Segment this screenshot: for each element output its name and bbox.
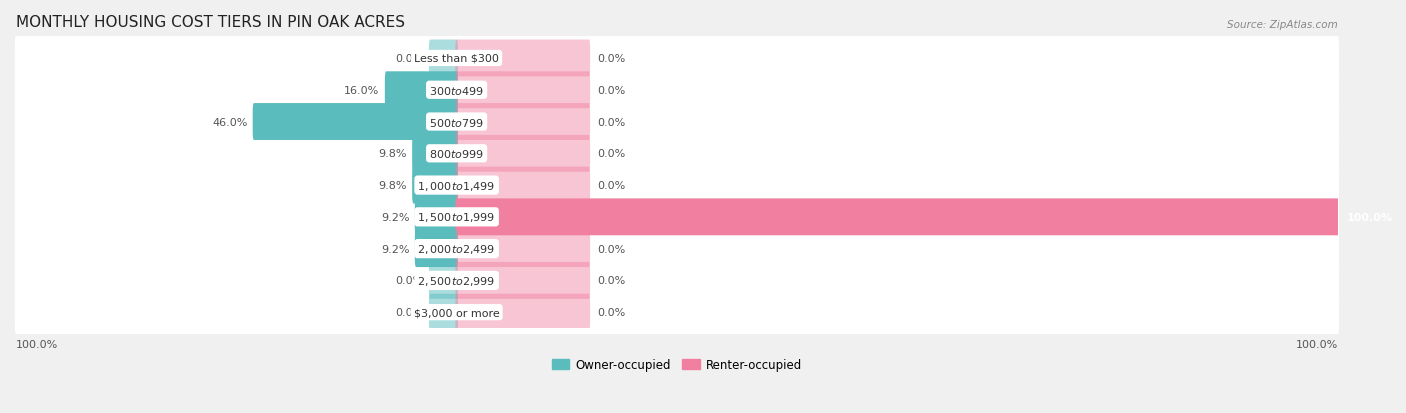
Text: 16.0%: 16.0%	[344, 85, 380, 95]
FancyBboxPatch shape	[456, 40, 591, 77]
Text: $1,500 to $1,999: $1,500 to $1,999	[418, 211, 496, 224]
FancyBboxPatch shape	[456, 294, 591, 331]
Text: 0.0%: 0.0%	[598, 180, 626, 191]
FancyBboxPatch shape	[456, 72, 591, 109]
FancyBboxPatch shape	[15, 227, 1339, 271]
FancyBboxPatch shape	[15, 69, 1339, 112]
FancyBboxPatch shape	[15, 195, 1339, 239]
FancyBboxPatch shape	[15, 132, 1339, 176]
Text: 0.0%: 0.0%	[395, 54, 423, 64]
FancyBboxPatch shape	[456, 199, 1339, 236]
Text: 100.0%: 100.0%	[1347, 212, 1392, 222]
FancyBboxPatch shape	[15, 259, 1339, 303]
FancyBboxPatch shape	[412, 135, 458, 172]
FancyBboxPatch shape	[253, 104, 458, 141]
FancyBboxPatch shape	[415, 230, 458, 268]
Text: 0.0%: 0.0%	[598, 117, 626, 127]
Text: 9.8%: 9.8%	[378, 149, 406, 159]
Text: $300 to $499: $300 to $499	[429, 85, 484, 97]
FancyBboxPatch shape	[429, 294, 458, 331]
Text: 0.0%: 0.0%	[598, 244, 626, 254]
Text: 0.0%: 0.0%	[395, 307, 423, 318]
FancyBboxPatch shape	[15, 100, 1339, 144]
Text: 9.8%: 9.8%	[378, 180, 406, 191]
Text: $800 to $999: $800 to $999	[429, 148, 484, 160]
FancyBboxPatch shape	[15, 164, 1339, 207]
FancyBboxPatch shape	[429, 262, 458, 299]
Text: 9.2%: 9.2%	[381, 212, 409, 222]
Text: $3,000 or more: $3,000 or more	[413, 307, 499, 318]
Text: 0.0%: 0.0%	[395, 276, 423, 286]
Text: $2,500 to $2,999: $2,500 to $2,999	[418, 274, 496, 287]
Text: $2,000 to $2,499: $2,000 to $2,499	[418, 242, 496, 256]
FancyBboxPatch shape	[456, 167, 591, 204]
Text: $1,000 to $1,499: $1,000 to $1,499	[418, 179, 496, 192]
FancyBboxPatch shape	[456, 135, 591, 172]
Text: 46.0%: 46.0%	[212, 117, 247, 127]
FancyBboxPatch shape	[429, 40, 458, 77]
Text: $500 to $799: $500 to $799	[429, 116, 484, 128]
Text: 100.0%: 100.0%	[15, 339, 58, 349]
Text: 0.0%: 0.0%	[598, 85, 626, 95]
FancyBboxPatch shape	[15, 290, 1339, 334]
Text: 0.0%: 0.0%	[598, 276, 626, 286]
Text: 0.0%: 0.0%	[598, 54, 626, 64]
FancyBboxPatch shape	[415, 199, 458, 236]
FancyBboxPatch shape	[412, 167, 458, 204]
Text: 9.2%: 9.2%	[381, 244, 409, 254]
Text: 100.0%: 100.0%	[1295, 339, 1337, 349]
FancyBboxPatch shape	[385, 72, 458, 109]
Text: MONTHLY HOUSING COST TIERS IN PIN OAK ACRES: MONTHLY HOUSING COST TIERS IN PIN OAK AC…	[15, 15, 405, 30]
FancyBboxPatch shape	[456, 262, 591, 299]
Text: 0.0%: 0.0%	[598, 307, 626, 318]
Text: Source: ZipAtlas.com: Source: ZipAtlas.com	[1227, 20, 1337, 30]
FancyBboxPatch shape	[456, 230, 591, 268]
FancyBboxPatch shape	[456, 104, 591, 141]
Text: 0.0%: 0.0%	[598, 149, 626, 159]
Legend: Owner-occupied, Renter-occupied: Owner-occupied, Renter-occupied	[551, 358, 803, 371]
FancyBboxPatch shape	[15, 37, 1339, 81]
Text: Less than $300: Less than $300	[415, 54, 499, 64]
